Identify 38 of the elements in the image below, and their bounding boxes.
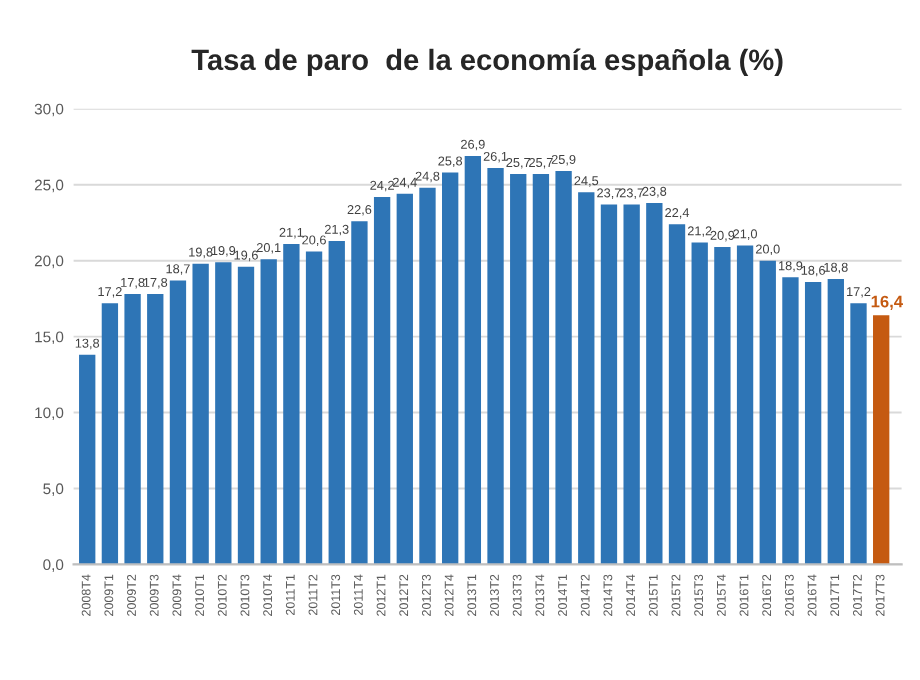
data-label: 16,4	[871, 295, 903, 310]
bar	[373, 196, 391, 565]
bar	[646, 202, 663, 565]
bar	[147, 294, 164, 565]
bar	[260, 259, 277, 565]
bar	[804, 281, 822, 565]
bar	[101, 303, 119, 565]
bar	[396, 193, 413, 565]
bar	[124, 294, 141, 565]
bar	[79, 354, 96, 565]
bar	[237, 266, 255, 565]
bar	[578, 192, 595, 565]
bar	[464, 155, 482, 565]
bar	[850, 303, 867, 565]
bar	[215, 262, 232, 565]
bar	[351, 221, 368, 565]
bar	[668, 224, 686, 565]
bar	[873, 315, 890, 565]
bar	[623, 204, 640, 565]
bar	[600, 204, 618, 565]
chart-title: Tasa de paro de la economía española (%)	[191, 48, 783, 76]
bar	[419, 187, 436, 565]
bar	[736, 245, 754, 565]
bar	[759, 260, 776, 565]
bar	[510, 174, 527, 565]
bar	[714, 247, 731, 565]
bar	[691, 242, 708, 565]
bar	[827, 278, 844, 565]
bar	[192, 263, 209, 565]
bar	[782, 277, 799, 565]
bar	[169, 280, 187, 565]
bar	[487, 168, 504, 565]
bar	[555, 171, 572, 565]
bar	[442, 172, 459, 565]
bar	[283, 243, 300, 565]
bar	[532, 174, 550, 565]
bar	[305, 251, 323, 565]
bar	[328, 240, 345, 565]
